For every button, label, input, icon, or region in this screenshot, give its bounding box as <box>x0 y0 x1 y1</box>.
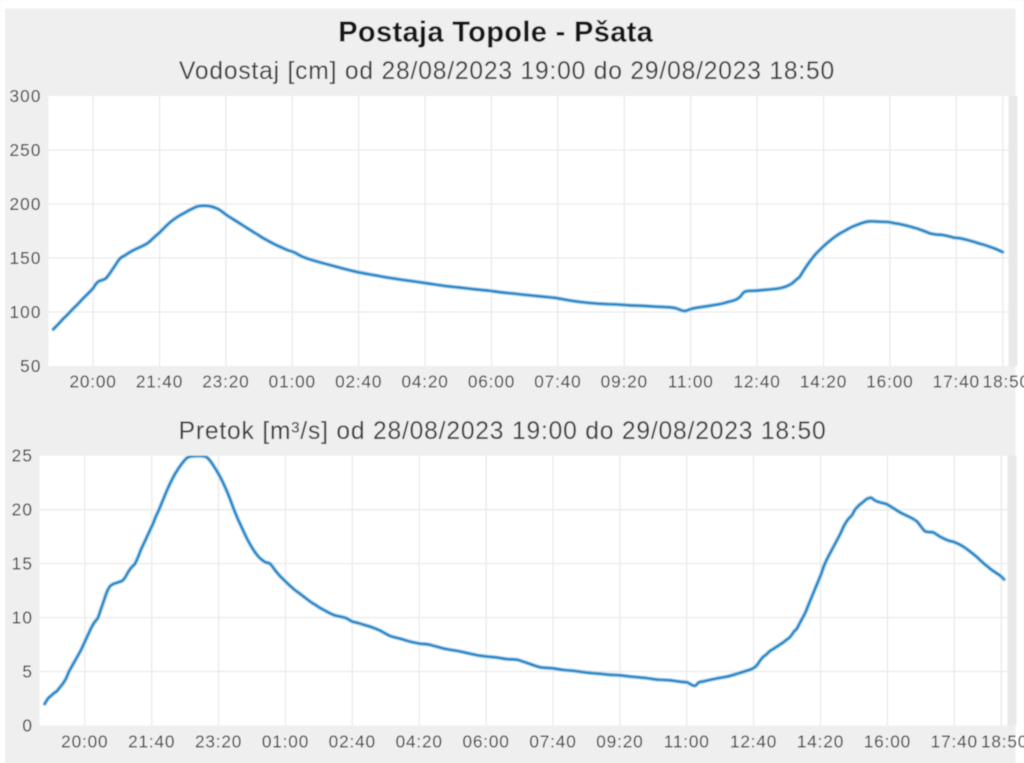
svg-text:0: 0 <box>22 716 33 736</box>
svg-text:07:40: 07:40 <box>534 372 581 392</box>
svg-text:25: 25 <box>12 446 33 466</box>
svg-text:10: 10 <box>12 608 33 628</box>
svg-text:Vodostaj [cm] od 28/08/2023 19: Vodostaj [cm] od 28/08/2023 19:00 do 29/… <box>179 58 835 85</box>
svg-text:250: 250 <box>10 140 42 160</box>
svg-text:02:40: 02:40 <box>335 372 382 392</box>
svg-text:50: 50 <box>20 356 41 376</box>
svg-text:21:40: 21:40 <box>128 732 175 752</box>
svg-text:20:00: 20:00 <box>69 372 116 392</box>
svg-text:11:00: 11:00 <box>668 372 714 392</box>
svg-text:14:20: 14:20 <box>800 372 847 392</box>
svg-text:14:20: 14:20 <box>797 732 844 752</box>
svg-text:06:00: 06:00 <box>462 732 509 752</box>
svg-text:Postaja Topole - Pšata: Postaja Topole - Pšata <box>338 17 653 49</box>
svg-text:16:00: 16:00 <box>866 372 913 392</box>
svg-text:20:00: 20:00 <box>61 732 108 752</box>
svg-text:Pretok [m³/s] od 28/08/2023 19: Pretok [m³/s] od 28/08/2023 19:00 do 29/… <box>179 418 827 445</box>
svg-text:15: 15 <box>12 554 33 574</box>
svg-text:5: 5 <box>22 662 33 682</box>
svg-text:07:40: 07:40 <box>529 732 576 752</box>
svg-text:09:20: 09:20 <box>596 732 643 752</box>
svg-text:04:20: 04:20 <box>396 732 443 752</box>
svg-text:06:00: 06:00 <box>468 372 515 392</box>
svg-text:12:40: 12:40 <box>730 732 777 752</box>
svg-text:02:40: 02:40 <box>329 732 376 752</box>
svg-text:300: 300 <box>10 86 42 106</box>
svg-text:18:50: 18:50 <box>981 732 1024 752</box>
svg-text:17:40: 17:40 <box>933 372 980 392</box>
svg-text:23:20: 23:20 <box>195 732 242 752</box>
svg-text:11:00: 11:00 <box>664 732 710 752</box>
svg-text:17:40: 17:40 <box>931 732 978 752</box>
svg-text:150: 150 <box>10 248 42 268</box>
svg-text:12:40: 12:40 <box>733 372 780 392</box>
svg-text:21:40: 21:40 <box>136 372 183 392</box>
svg-text:09:20: 09:20 <box>601 372 648 392</box>
svg-text:04:20: 04:20 <box>401 372 448 392</box>
svg-text:20: 20 <box>12 500 33 520</box>
svg-text:01:00: 01:00 <box>262 732 309 752</box>
svg-text:18:50: 18:50 <box>983 372 1024 392</box>
svg-text:200: 200 <box>10 194 42 214</box>
svg-text:23:20: 23:20 <box>202 372 249 392</box>
svg-text:100: 100 <box>10 302 42 322</box>
svg-text:01:00: 01:00 <box>269 372 316 392</box>
svg-text:16:00: 16:00 <box>864 732 911 752</box>
